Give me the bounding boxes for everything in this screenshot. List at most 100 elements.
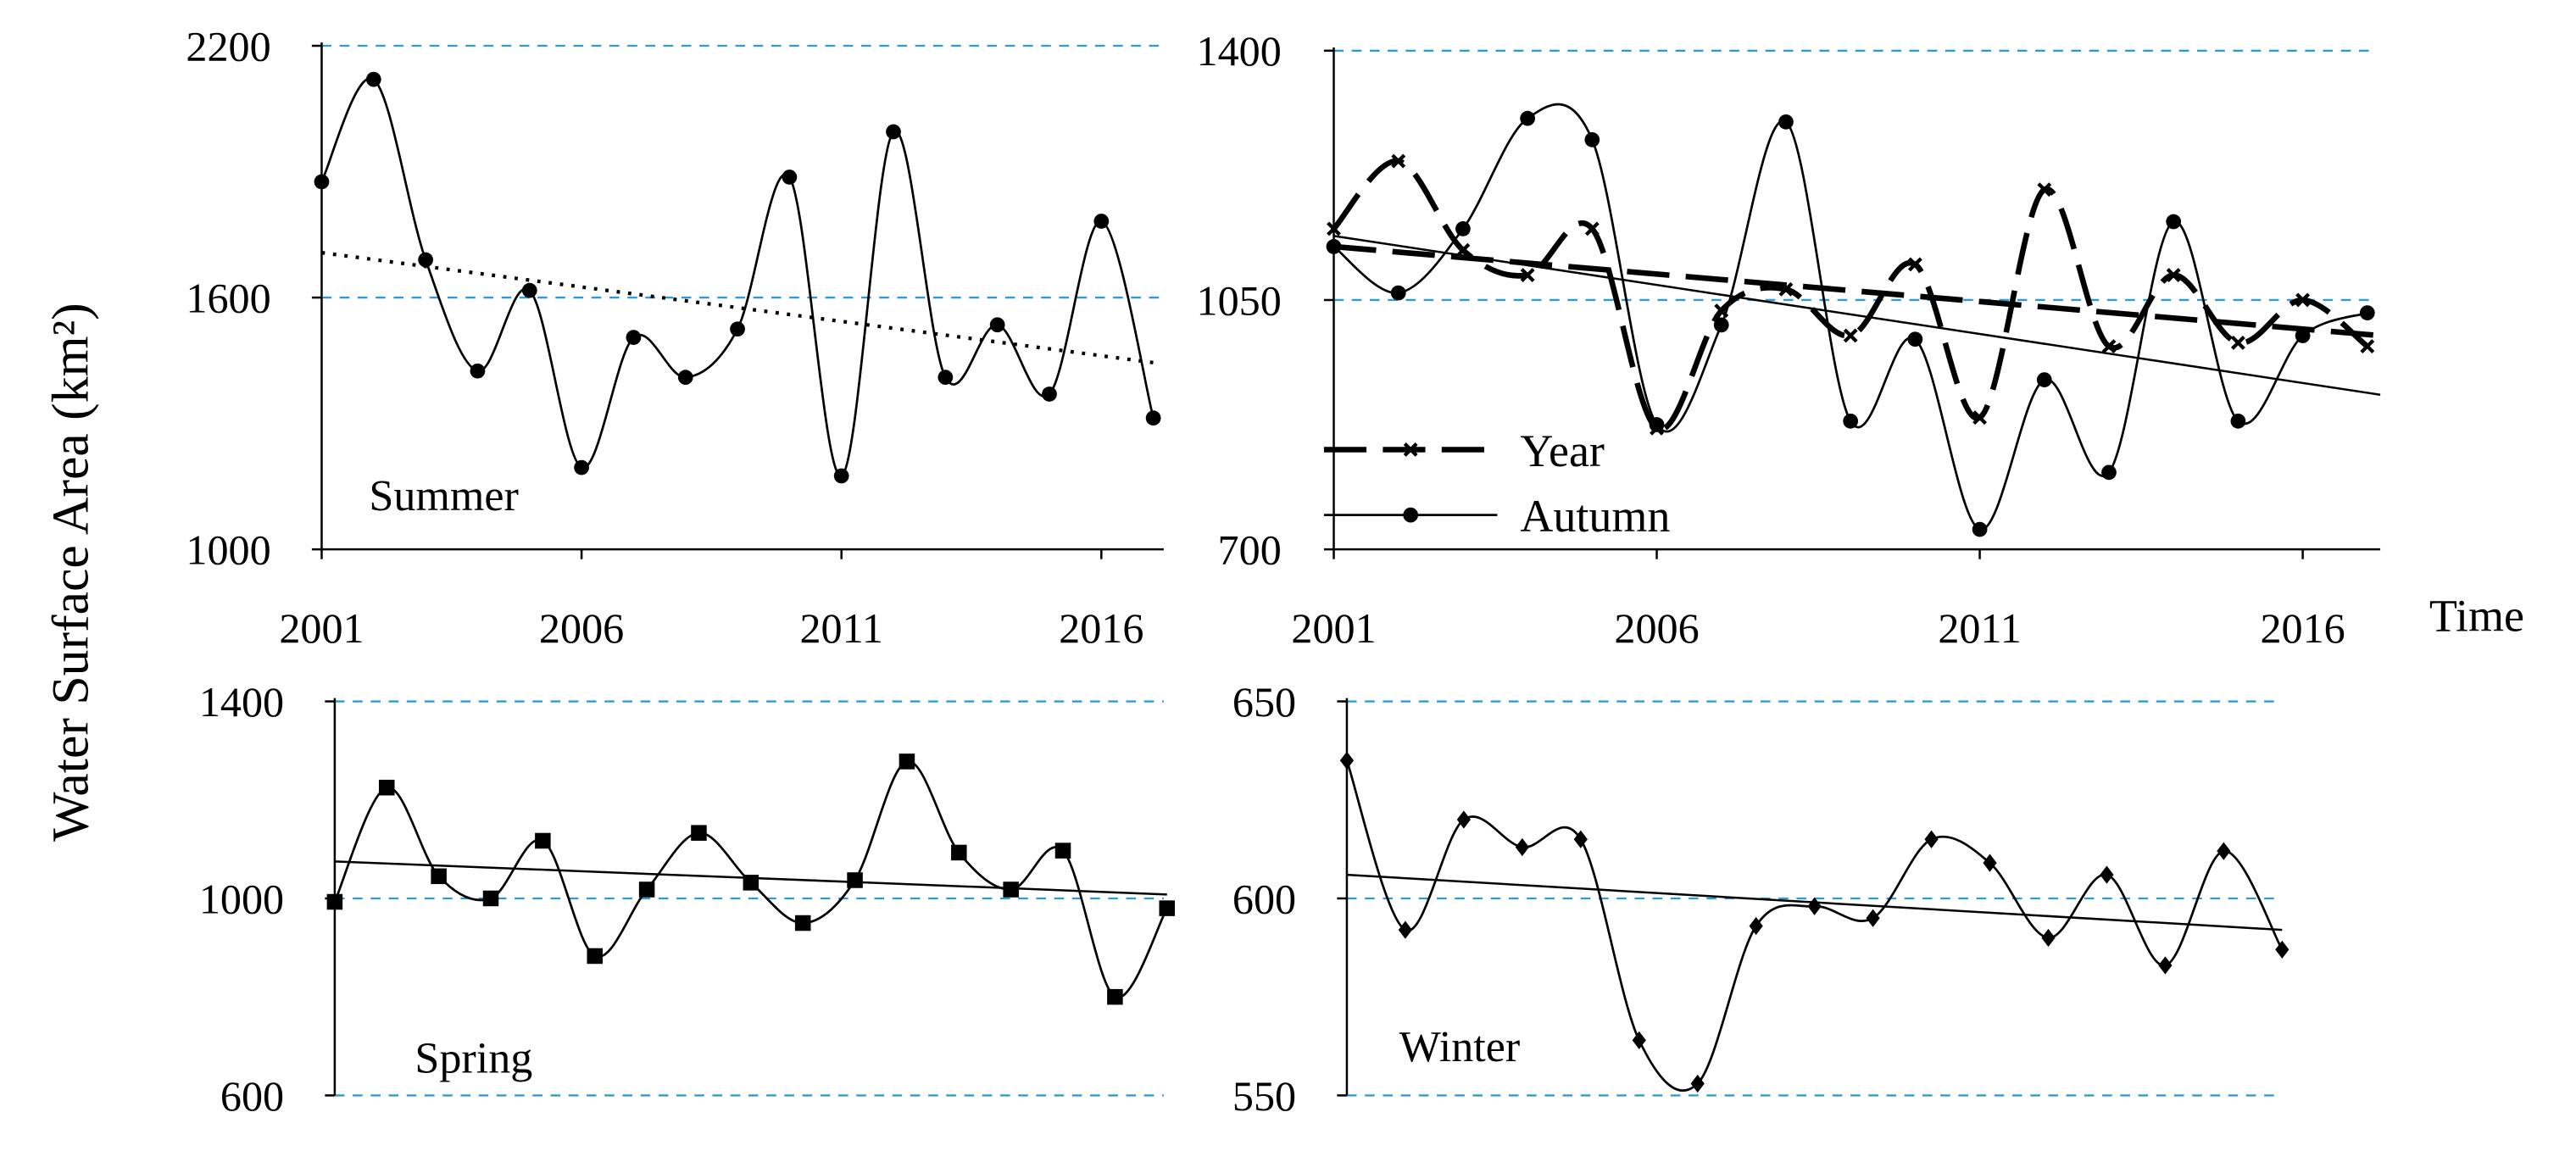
spring-data-point (326, 893, 343, 910)
y-tick-label: 600 (220, 1072, 284, 1120)
year-data-point (1455, 242, 1471, 258)
summer-data-point (418, 252, 433, 268)
autumn-data-point (1584, 131, 1600, 147)
winter-data-point (2100, 865, 2114, 884)
winter-data-point (1573, 830, 1588, 848)
year-data-point (1972, 410, 1988, 425)
autumn-data-point (1390, 285, 1406, 301)
x-tick-label: 2011 (799, 604, 882, 652)
winter-data-point (2275, 940, 2289, 959)
y-tick-label: 1000 (186, 525, 270, 573)
spring-data-point (587, 948, 603, 965)
winter-data-point (1398, 920, 1413, 939)
y-tick-label: 2200 (186, 22, 270, 70)
legend-year-marker (1403, 442, 1418, 457)
x-tick-label: 2001 (1291, 604, 1376, 652)
summer-data-point (521, 282, 537, 298)
spring-data-point (431, 868, 447, 885)
y-axis-title: Water Surface Area (km²) (42, 303, 100, 842)
summer-data-point (677, 370, 693, 386)
y-tick-label: 1000 (199, 875, 284, 922)
summer-data-point (1093, 214, 1110, 229)
winter-data-point (1456, 810, 1471, 829)
summer-panel: 1000 1600 2200 2001 2006 2011 2016 Summer (186, 22, 1164, 652)
winter-data-point (1924, 830, 1939, 848)
y-tick-label: 550 (1232, 1072, 1296, 1120)
summer-data-point (730, 321, 745, 337)
autumn-data-point (2230, 413, 2246, 429)
autumn-data-point (2101, 464, 2117, 481)
summer-data-point (886, 124, 901, 140)
x-tick-label: 2016 (1059, 604, 1143, 652)
x-tick-label: 2011 (1938, 604, 2021, 652)
y-tick-label: 1050 (1197, 276, 1282, 324)
summer-data-point (1042, 386, 1057, 402)
spring-data-point (535, 832, 551, 849)
x-tick-label: 2001 (279, 604, 364, 652)
winter-series-line (1345, 759, 2284, 1092)
year-data-point (2037, 182, 2052, 197)
summer-data-point (470, 363, 486, 379)
autumn-data-point (1778, 114, 1794, 130)
winter-data-point (2217, 842, 2231, 860)
x-tick-label: 2006 (1614, 604, 1699, 652)
winter-data-point (1983, 854, 1997, 872)
summer-trend-line (321, 250, 1154, 364)
summer-data-point (365, 71, 381, 87)
spring-data-point (743, 875, 759, 891)
winter-data-point (2041, 928, 2056, 948)
year-data-point (1714, 303, 1729, 319)
year-data-point (1907, 257, 1922, 272)
spring-data-point (794, 915, 811, 931)
y-tick-label: 1400 (1197, 27, 1282, 75)
winter-data-point (1866, 909, 1880, 927)
winter-data-point (1807, 897, 1822, 915)
year-data-point (2166, 268, 2181, 282)
summer-data-point (833, 468, 849, 484)
winter-data-point (1749, 916, 1763, 936)
year-data-point (1843, 328, 1858, 343)
summer-series-line (320, 76, 1154, 477)
year-data-point (2295, 292, 2311, 308)
autumn-data-point (2359, 305, 2375, 320)
summer-data-point (314, 174, 330, 190)
summer-data-point (626, 330, 642, 345)
autumn-data-point (1907, 331, 1923, 348)
spring-data-point (951, 844, 967, 861)
spring-data-point (691, 825, 707, 841)
spring-data-point (847, 872, 863, 888)
summer-data-point (989, 317, 1005, 333)
autumn-data-point (1972, 521, 1988, 537)
legend-label-year: Year (1520, 425, 1605, 476)
winter-panel-label: Winter (1399, 1023, 1521, 1071)
spring-panel-label: Spring (414, 1034, 532, 1082)
winter-data-point (2158, 956, 2173, 975)
autumn-data-point (2166, 214, 2182, 230)
year-data-point (1778, 281, 1794, 297)
x-tick-label: 2006 (539, 604, 624, 652)
year-data-point (2101, 339, 2117, 354)
autumn-data-point (2036, 372, 2052, 387)
year-data-point (1391, 153, 1406, 169)
year-data-point (1584, 221, 1600, 236)
year-data-point (1327, 221, 1341, 236)
autumn-data-point (1713, 317, 1729, 333)
spring-panel: 600 1000 1400 Spring (199, 678, 1176, 1120)
winter-data-point (1690, 1074, 1705, 1093)
y-tick-label: 1600 (186, 274, 270, 321)
winter-data-point (1339, 751, 1355, 770)
spring-data-point (1054, 842, 1071, 859)
y-tick-label: 600 (1232, 875, 1296, 922)
winter-panel: 550 600 650 Winter (1232, 678, 2289, 1120)
year-data-point (2230, 335, 2245, 350)
x-axis-title: Time (2429, 591, 2524, 642)
y-tick-label: 1400 (199, 678, 284, 726)
autumn-data-point (1455, 221, 1471, 236)
summer-panel-label: Summer (369, 472, 518, 520)
spring-data-point (379, 779, 395, 796)
spring-data-point (482, 890, 499, 907)
spring-data-point (1107, 988, 1123, 1005)
summer-data-point (937, 370, 954, 386)
spring-data-point (899, 753, 915, 770)
